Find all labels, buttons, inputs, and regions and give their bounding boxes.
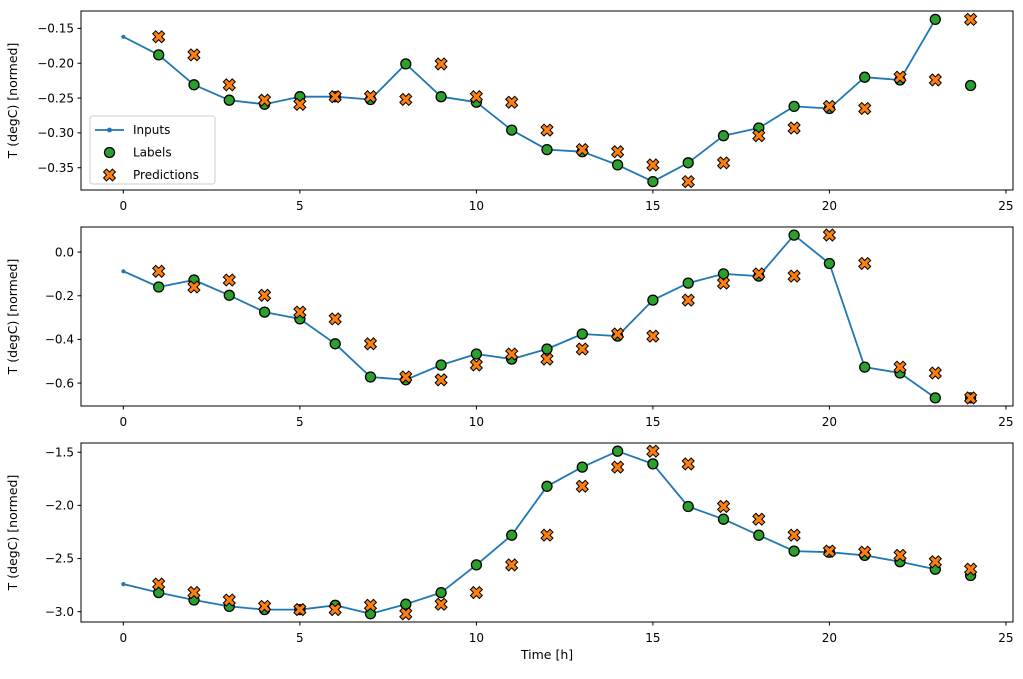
legend-label: Labels bbox=[133, 146, 172, 160]
predictions-x-icon bbox=[102, 168, 117, 182]
legend-label: Predictions bbox=[133, 168, 199, 182]
y-tick-label: −0.2 bbox=[45, 289, 74, 303]
y-tick-label: −3.0 bbox=[45, 605, 74, 619]
y-tick-label: −0.15 bbox=[37, 22, 74, 36]
axes-box bbox=[80, 226, 1014, 407]
subplot-3: 0 5 10 15 20 25 −1.5 −2.0 −2.5 −3.0 T (degC) [norm… bbox=[5, 442, 1014, 645]
x-tick-label: 0 bbox=[120, 199, 128, 213]
x-tick-label: 15 bbox=[645, 199, 660, 213]
x-tick-label: 5 bbox=[296, 415, 304, 429]
y-tick-label: −0.25 bbox=[37, 91, 74, 105]
legend-item-labels: Labels bbox=[103, 146, 172, 160]
y-tick-label: 0.0 bbox=[55, 245, 74, 259]
y-tick-label: −0.30 bbox=[37, 126, 74, 140]
y-ticks: −1.5 −2.0 −2.5 −3.0 bbox=[45, 445, 81, 619]
predictions-scatter bbox=[152, 12, 978, 189]
x-axis-label: Time [h] bbox=[520, 647, 573, 662]
x-tick-label: 25 bbox=[998, 631, 1013, 645]
x-tick-label: 25 bbox=[998, 199, 1013, 213]
x-tick-label: 20 bbox=[822, 631, 837, 645]
y-axis-label-2: T (degC) [normed] bbox=[5, 259, 20, 376]
y-tick-label: −2.0 bbox=[45, 499, 74, 513]
axes-box bbox=[80, 10, 1014, 191]
x-tick-label: 15 bbox=[645, 415, 660, 429]
y-tick-label: −2.5 bbox=[45, 552, 74, 566]
x-tick-label: 0 bbox=[120, 631, 128, 645]
legend-item-inputs: Inputs bbox=[95, 123, 170, 137]
x-tick-label: 10 bbox=[469, 415, 484, 429]
y-tick-label: −0.6 bbox=[45, 376, 74, 390]
x-tick-label: 5 bbox=[296, 199, 304, 213]
x-tick-label: 0 bbox=[120, 415, 128, 429]
x-ticks: 0 5 10 15 20 25 bbox=[120, 622, 1014, 645]
predictions-scatter bbox=[152, 444, 978, 621]
y-ticks: −0.15 −0.20 −0.25 −0.30 −0.35 bbox=[37, 22, 81, 175]
x-tick-label: 20 bbox=[822, 415, 837, 429]
x-tick-label: 20 bbox=[822, 199, 837, 213]
y-ticks: 0.0 −0.2 −0.4 −0.6 bbox=[45, 245, 81, 390]
y-axis-label-3: T (degC) [normed] bbox=[5, 475, 20, 592]
legend-item-predictions: Predictions bbox=[102, 168, 199, 182]
x-tick-label: 10 bbox=[469, 631, 484, 645]
legend: Inputs Labels Predictions bbox=[89, 115, 216, 185]
y-tick-label: −0.20 bbox=[37, 56, 74, 70]
x-ticks: 0 5 10 15 20 25 bbox=[120, 406, 1014, 429]
y-tick-label: −1.5 bbox=[45, 445, 74, 459]
labels-circle-icon bbox=[103, 146, 116, 159]
x-tick-label: 25 bbox=[998, 415, 1013, 429]
x-tick-label: 10 bbox=[469, 199, 484, 213]
legend-label: Inputs bbox=[133, 123, 170, 137]
predictions-scatter bbox=[152, 228, 978, 405]
y-tick-label: −0.4 bbox=[45, 333, 74, 347]
subplot-2: 0 5 10 15 20 25 0.0 −0.2 −0.4 −0.6 T (degC) [norme… bbox=[5, 226, 1014, 429]
x-tick-label: 15 bbox=[645, 631, 660, 645]
x-tick-label: 5 bbox=[296, 631, 304, 645]
y-tick-label: −0.35 bbox=[37, 161, 74, 175]
subplot-1: 0 5 10 15 20 25 −0.15 −0.20 −0.25 −0.30 −0.35 T (de… bbox=[5, 10, 1014, 213]
x-ticks: 0 5 10 15 20 25 bbox=[120, 190, 1014, 213]
y-axis-label-1: T (degC) [normed] bbox=[5, 43, 20, 160]
